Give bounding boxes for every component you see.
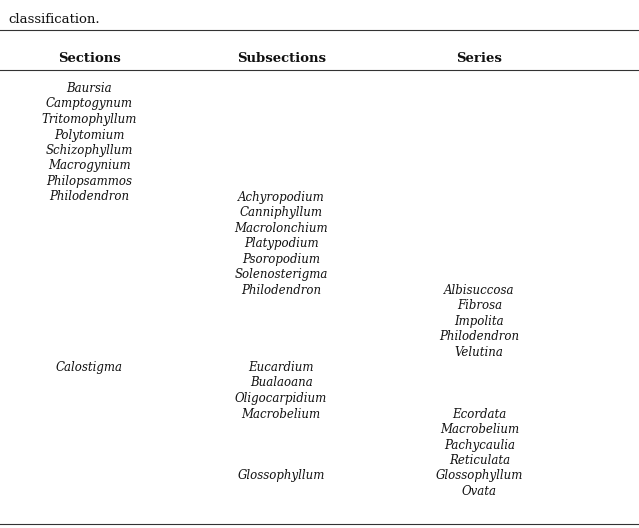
Text: Glossophyllum: Glossophyllum	[436, 469, 523, 483]
Text: Philodendron: Philodendron	[439, 330, 520, 343]
Text: Pachycaulia: Pachycaulia	[443, 438, 515, 451]
Text: Philodendron: Philodendron	[241, 284, 321, 297]
Text: Ecordata: Ecordata	[452, 408, 506, 420]
Text: Albisuccosa: Albisuccosa	[444, 284, 514, 297]
Text: Series: Series	[456, 52, 502, 65]
Text: Canniphyllum: Canniphyllum	[240, 206, 323, 219]
Text: Tritomophyllum: Tritomophyllum	[42, 113, 137, 126]
Text: Ovata: Ovata	[462, 485, 497, 498]
Text: Polytomium: Polytomium	[54, 128, 125, 142]
Text: Camptogynum: Camptogynum	[46, 98, 133, 110]
Text: Velutina: Velutina	[455, 345, 504, 359]
Text: Calostigma: Calostigma	[56, 361, 123, 374]
Text: Macrobelium: Macrobelium	[440, 423, 519, 436]
Text: classification.: classification.	[8, 13, 100, 26]
Text: Glossophyllum: Glossophyllum	[238, 469, 325, 483]
Text: Psoropodium: Psoropodium	[242, 252, 320, 266]
Text: Subsections: Subsections	[236, 52, 326, 65]
Text: Reticulata: Reticulata	[449, 454, 510, 467]
Text: Fibrosa: Fibrosa	[457, 299, 502, 312]
Text: Sections: Sections	[58, 52, 121, 65]
Text: Macrobelium: Macrobelium	[242, 408, 321, 420]
Text: Baursia: Baursia	[66, 82, 112, 95]
Text: Macrogynium: Macrogynium	[48, 159, 131, 173]
Text: Impolita: Impolita	[454, 315, 504, 327]
Text: Oligocarpidium: Oligocarpidium	[235, 392, 327, 405]
Text: Achyropodium: Achyropodium	[238, 191, 325, 203]
Text: Macrolonchium: Macrolonchium	[235, 222, 328, 234]
Text: Platypodium: Platypodium	[244, 237, 318, 250]
Text: Bualaoana: Bualaoana	[250, 376, 312, 390]
Text: Philopsammos: Philopsammos	[47, 175, 132, 188]
Text: Solenosterigma: Solenosterigma	[235, 268, 328, 281]
Text: Philodendron: Philodendron	[49, 191, 130, 203]
Text: Eucardium: Eucardium	[249, 361, 314, 374]
Text: Schizophyllum: Schizophyllum	[46, 144, 133, 157]
